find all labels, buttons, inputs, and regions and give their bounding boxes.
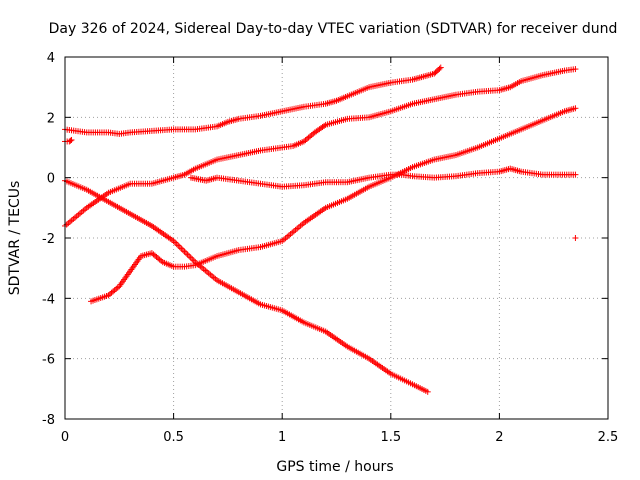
- x-tick-label: 0: [61, 430, 69, 445]
- x-tick-label: 0.5: [163, 430, 184, 445]
- data-point-sat-a-start: [68, 136, 75, 143]
- x-axis-title: GPS time / hours: [276, 459, 393, 475]
- data-point-sat-d: [572, 105, 579, 112]
- data-point-sat-b: [572, 66, 579, 73]
- y-tick-label: -6: [42, 353, 55, 368]
- data-point-sat-a: [437, 64, 444, 71]
- data-point-sat-c: [181, 248, 188, 255]
- data-point-sat-c: [183, 250, 190, 257]
- data-point-sat-c: [178, 245, 185, 252]
- x-tick-label: 1: [278, 430, 286, 445]
- y-tick-label: -8: [42, 413, 55, 428]
- x-tick-labels: 0 0.5 1 1.5 2 2.5: [61, 430, 618, 445]
- x-tick-label: 2: [495, 430, 503, 445]
- y-tick-label: 0: [47, 172, 55, 187]
- chart-title: Day 326 of 2024, Sidereal Day-to-day VTE…: [49, 21, 618, 37]
- y-tick-label: -2: [42, 232, 55, 247]
- y-tick-label: 4: [47, 51, 55, 66]
- y-tick-label: 2: [47, 111, 55, 126]
- data-point-sat-a: [436, 65, 443, 72]
- data-point-sat-c: [173, 241, 180, 248]
- data-point-sat-c: [190, 257, 197, 264]
- data-point-sat-c: [175, 242, 182, 249]
- data-points: [62, 64, 579, 395]
- data-point-sat-a-start: [67, 137, 74, 144]
- data-point-sat-c: [184, 251, 191, 258]
- data-point-sat-c: [179, 247, 186, 254]
- plot-frame: [64, 56, 609, 420]
- x-tick-label: 1.5: [380, 430, 401, 445]
- y-tick-labels: -8 -6 -4 -2 0 2 4: [42, 51, 55, 428]
- y-axis-title: SDTVAR / TECUs: [7, 181, 23, 296]
- data-point-sat-c: [189, 256, 196, 263]
- y-tick-label: -4: [42, 292, 55, 307]
- data-point-sat-c: [424, 388, 431, 395]
- grid-lines: [65, 57, 608, 419]
- data-point-sat-c: [187, 254, 194, 261]
- x-tick-label: 2.5: [598, 430, 619, 445]
- data-point-sat-c: [172, 239, 179, 246]
- data-point-sat-e: [572, 171, 579, 178]
- data-point-sat-c: [176, 244, 183, 251]
- axis-ticks: [64, 56, 609, 420]
- data-point-sat-c: [186, 253, 193, 260]
- data-point-outlier: [572, 235, 579, 241]
